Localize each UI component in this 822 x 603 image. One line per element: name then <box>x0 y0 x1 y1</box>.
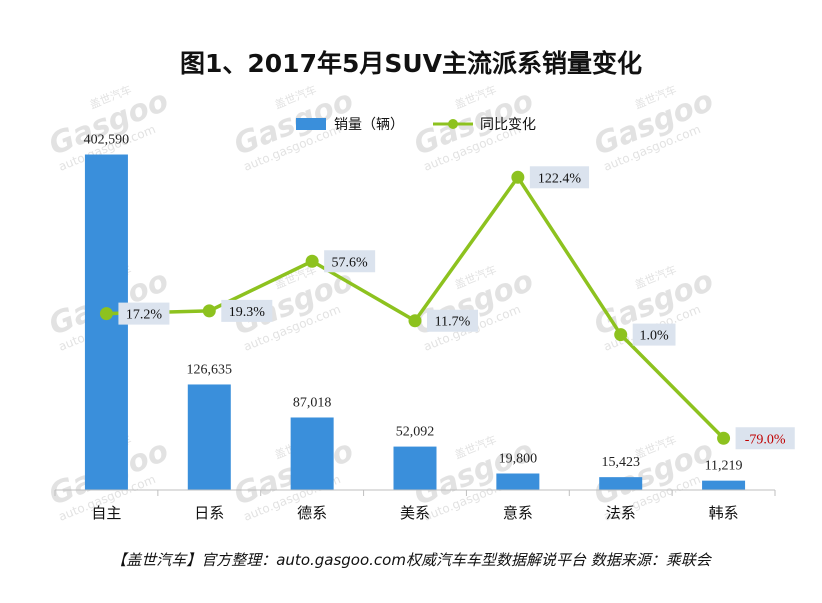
x-tick-label: 日系 <box>194 504 224 522</box>
bar-value-label: 15,423 <box>601 455 640 470</box>
bar <box>393 446 437 490</box>
legend: 销量（辆） 同比变化 <box>296 117 536 133</box>
line-label-box <box>529 166 590 189</box>
line-value-label: -79.0% <box>745 432 786 447</box>
line-value-label: 57.6% <box>332 255 369 270</box>
bar <box>496 473 540 490</box>
line-point <box>99 307 113 321</box>
line-value-label: 19.3% <box>229 305 266 320</box>
line-point <box>408 314 422 328</box>
bar <box>702 480 746 490</box>
line-label-box <box>632 323 676 346</box>
line-point <box>305 254 319 268</box>
bar <box>599 477 643 490</box>
bar-value-label: 52,092 <box>396 425 435 440</box>
line-point <box>202 304 216 318</box>
footer-source: 【盖世汽车】官方整理：auto.gasgoo.com权威汽车车型数据解说平台 数… <box>111 551 711 569</box>
x-tick-label: 美系 <box>400 504 430 522</box>
line-label-box <box>221 299 273 322</box>
line-value-label: 11.7% <box>435 315 471 330</box>
line-point <box>511 170 525 184</box>
line-point <box>717 431 731 445</box>
line-label-box <box>324 250 376 273</box>
legend-bar-swatch <box>296 118 326 130</box>
x-tick-label: 韩系 <box>709 504 739 522</box>
legend-line-label: 同比变化 <box>480 117 536 133</box>
legend-line-marker <box>448 119 458 129</box>
x-tick-label: 德系 <box>297 504 327 522</box>
bar-value-label: 402,590 <box>84 133 130 148</box>
x-tick-label: 自主 <box>91 504 121 522</box>
bars: 402,590 126,635 87,018 52,092 19,800 15,423 11… <box>84 133 746 490</box>
legend-bar-label: 销量（辆） <box>334 117 404 133</box>
bar <box>290 417 334 490</box>
chart-title: 图1、2017年5月SUV主流派系销量变化 <box>179 49 643 78</box>
line-value-label: 1.0% <box>640 329 670 344</box>
line-series: 17.2% 19.3% 57.6% 11.7% 122.4% 1.0% -79.0% <box>99 166 795 450</box>
line-label-box <box>427 309 478 332</box>
bar-value-label: 19,800 <box>499 452 538 467</box>
line-point <box>614 328 628 342</box>
line-value-label: 17.2% <box>126 308 163 323</box>
bar-value-label: 11,219 <box>705 459 743 474</box>
bar-value-label: 126,635 <box>187 362 233 377</box>
line-label-box <box>735 427 795 450</box>
x-axis: 自主 日系 德系 美系 意系 法系 韩系 <box>54 489 776 522</box>
line-value-label: 122.4% <box>538 171 582 186</box>
line-label-box <box>118 302 170 325</box>
bar-value-label: 87,018 <box>293 395 332 410</box>
x-tick-label: 法系 <box>606 504 636 522</box>
x-tick-label: 意系 <box>503 504 533 522</box>
bar <box>187 384 231 490</box>
